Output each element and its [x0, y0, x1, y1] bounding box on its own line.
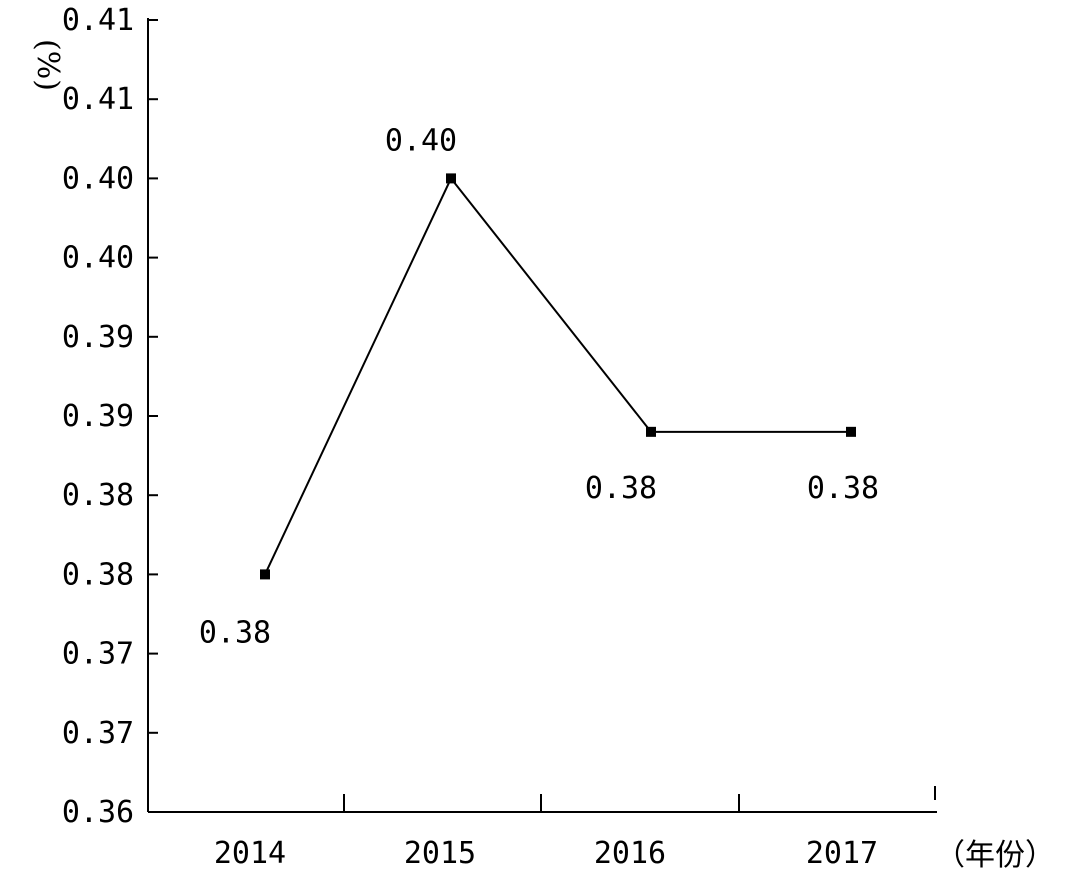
- y-tick-label: 0.41: [62, 82, 134, 117]
- y-tick-label: 0.38: [62, 557, 134, 592]
- data-point-marker: [260, 569, 270, 580]
- data-point-marker: [446, 173, 456, 184]
- data-point-marker: [846, 426, 856, 437]
- data-label: 0.38: [585, 471, 657, 506]
- y-tick-label: 0.41: [62, 3, 134, 38]
- y-tick-label: 0.39: [62, 399, 134, 434]
- y-tick-label: 0.37: [62, 716, 134, 751]
- y-tick-label: 0.36: [62, 795, 134, 830]
- y-axis-ticks: 0.36 0.37 0.37 0.38 0.38 0.39 0.39 0.40 0.40 0.41…: [62, 3, 158, 830]
- data-point-marker: [646, 426, 656, 437]
- y-tick-label: 0.38: [62, 478, 134, 513]
- x-tick-label: 2016: [594, 836, 666, 871]
- x-tick-label: 2017: [806, 836, 878, 871]
- x-tick-label: 2014: [214, 836, 286, 871]
- y-tick-label: 0.40: [62, 241, 134, 276]
- x-tick-label: 2015: [404, 836, 476, 871]
- x-axis-title: （年份）: [935, 838, 1055, 873]
- y-tick-label: 0.40: [62, 161, 134, 196]
- data-label: 0.38: [199, 615, 271, 650]
- series-line: [264, 176, 851, 575]
- x-axis-ticks: 2014 2015 2016 2017: [214, 786, 936, 871]
- y-tick-label: 0.37: [62, 637, 134, 672]
- y-axis-title: (%): [30, 39, 65, 91]
- data-label: 0.38: [807, 471, 879, 506]
- y-tick-label: 0.39: [62, 320, 134, 355]
- series-group: 0.38 0.40 0.38 0.38: [199, 123, 879, 650]
- data-label: 0.40: [385, 123, 457, 158]
